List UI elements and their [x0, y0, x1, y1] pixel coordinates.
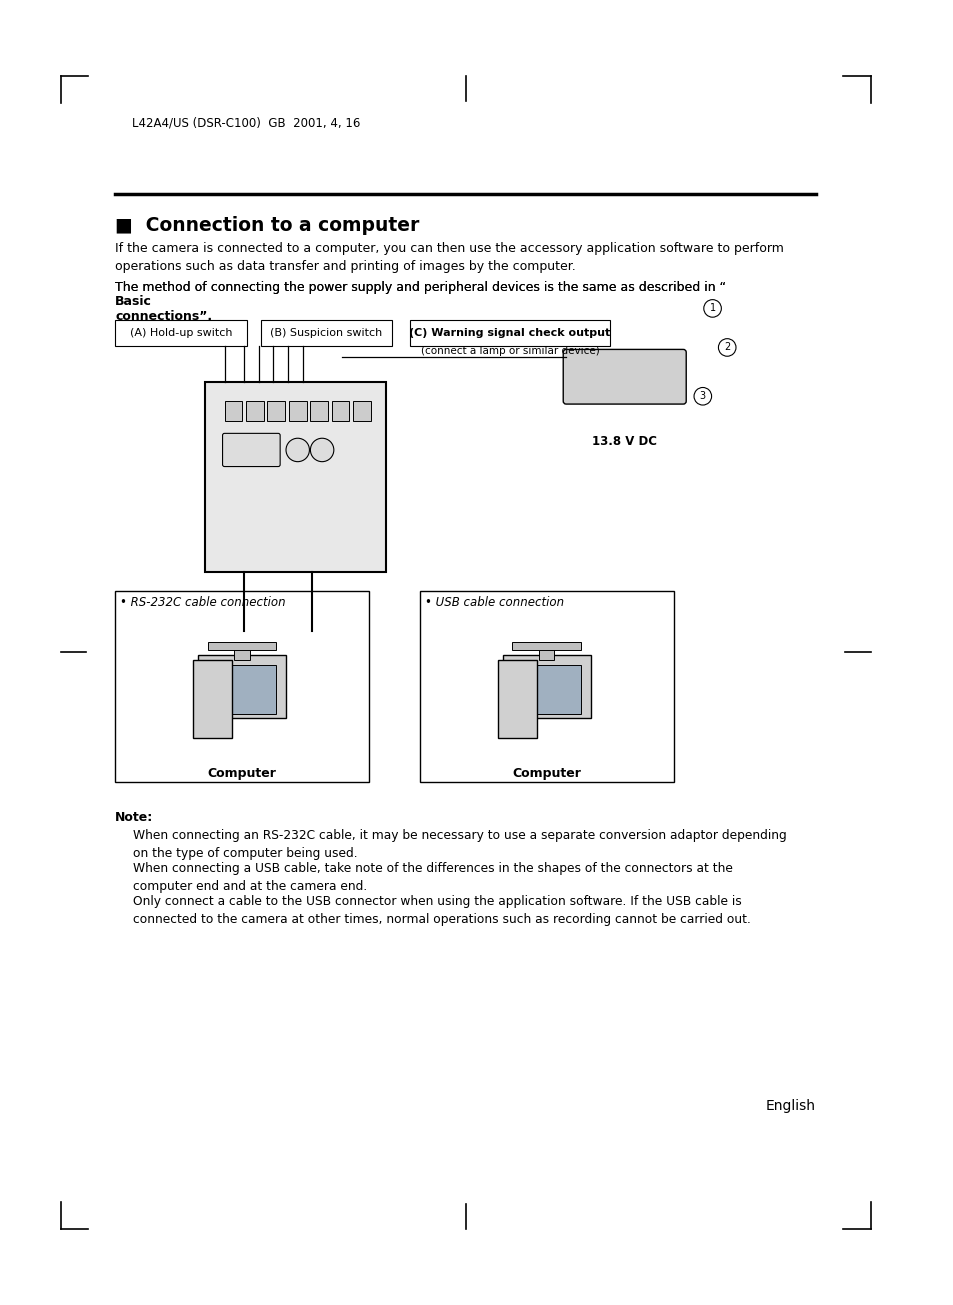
Text: (B) Suspicion switch: (B) Suspicion switch — [270, 328, 382, 338]
Bar — [310, 401, 328, 420]
Text: (connect a lamp or similar device): (connect a lamp or similar device) — [420, 346, 598, 355]
Text: The method of connecting the power supply and peripheral devices is the same as : The method of connecting the power suppl… — [115, 281, 725, 294]
Circle shape — [310, 438, 334, 462]
Bar — [289, 401, 306, 420]
Text: When connecting a USB cable, take note of the differences in the shapes of the c: When connecting a USB cable, take note o… — [132, 861, 732, 893]
Bar — [115, 591, 369, 782]
Text: 13.8 V DC: 13.8 V DC — [592, 436, 657, 449]
Bar — [224, 401, 242, 420]
Bar — [234, 650, 250, 660]
Text: When connecting an RS-232C cable, it may be necessary to use a separate conversi: When connecting an RS-232C cable, it may… — [132, 829, 785, 860]
Bar — [198, 655, 286, 718]
Text: The method of connecting the power supply and peripheral devices is the same as : The method of connecting the power suppl… — [115, 281, 725, 294]
Bar — [538, 650, 554, 660]
FancyBboxPatch shape — [222, 433, 280, 467]
Bar — [193, 660, 233, 737]
Text: • RS-232C cable connection: • RS-232C cable connection — [120, 596, 285, 609]
Text: (C) Warning signal check output: (C) Warning signal check output — [409, 328, 610, 338]
Bar — [419, 591, 673, 782]
Circle shape — [718, 339, 735, 356]
Bar — [208, 642, 276, 650]
Bar — [497, 660, 537, 737]
Text: 1: 1 — [709, 304, 715, 313]
Text: ■  Connection to a computer: ■ Connection to a computer — [115, 215, 419, 235]
Circle shape — [286, 438, 309, 462]
Bar — [115, 320, 247, 346]
Bar — [246, 401, 263, 420]
Bar — [502, 655, 590, 718]
Bar — [260, 320, 392, 346]
Text: 2: 2 — [723, 342, 730, 352]
Bar — [205, 381, 385, 572]
Text: Basic
connections”.: Basic connections”. — [115, 295, 213, 322]
Text: L42A4/US (DSR-C100)  GB  2001, 4, 16: L42A4/US (DSR-C100) GB 2001, 4, 16 — [132, 116, 360, 129]
Bar — [512, 664, 580, 714]
Circle shape — [693, 388, 711, 405]
Bar — [208, 664, 276, 714]
FancyBboxPatch shape — [562, 350, 685, 405]
Text: (A) Hold-up switch: (A) Hold-up switch — [130, 328, 233, 338]
Text: English: English — [765, 1099, 815, 1113]
Circle shape — [703, 300, 720, 317]
Bar — [353, 401, 371, 420]
Text: If the camera is connected to a computer, you can then use the accessory applica: If the camera is connected to a computer… — [115, 241, 783, 273]
Bar — [410, 320, 609, 346]
Text: 3: 3 — [699, 392, 705, 401]
Text: Computer: Computer — [208, 767, 276, 780]
Text: Only connect a cable to the USB connector when using the application software. I: Only connect a cable to the USB connecto… — [132, 895, 750, 927]
Bar — [267, 401, 285, 420]
Bar — [332, 401, 349, 420]
Text: Computer: Computer — [512, 767, 580, 780]
Text: • USB cable connection: • USB cable connection — [424, 596, 563, 609]
Bar — [512, 642, 580, 650]
Text: Note:: Note: — [115, 812, 153, 825]
